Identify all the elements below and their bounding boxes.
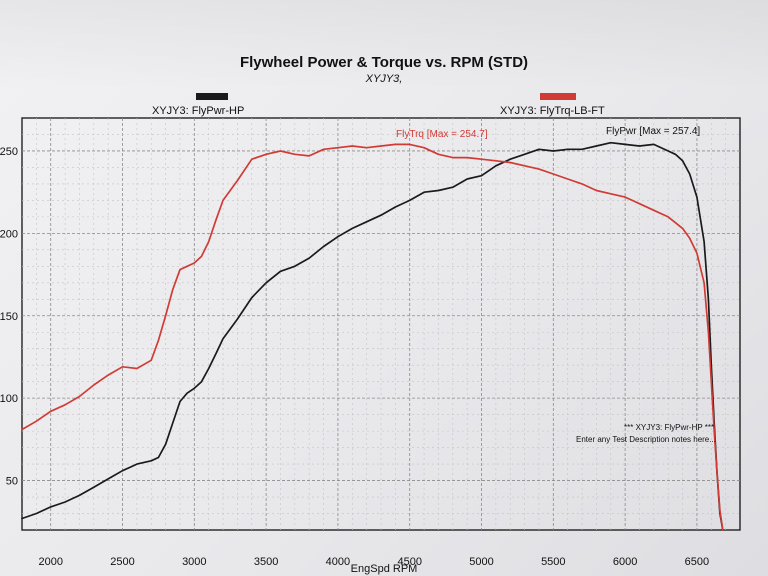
x-tick-label: 6000: [613, 556, 637, 568]
x-tick-label: 6500: [685, 556, 709, 568]
x-tick-label: 3000: [182, 556, 206, 568]
y-tick-label: 250: [0, 146, 18, 158]
chart-title: Flywheel Power & Torque vs. RPM (STD): [240, 54, 528, 71]
x-tick-label: 4000: [326, 556, 350, 568]
y-tick-label: 100: [0, 393, 18, 405]
x-tick-label: 5000: [469, 556, 493, 568]
y-tick-label: 150: [0, 311, 18, 323]
x-tick-label: 2500: [110, 556, 134, 568]
tick-labels: 2000 2500 3000 3500 4000 4500 5000 5500 6000 6500…: [0, 146, 709, 568]
legend-label-torque: XYJY3: FlyTrq-LB-FT: [500, 105, 605, 117]
x-tick-label: 3500: [254, 556, 278, 568]
y-tick-label: 200: [0, 228, 18, 240]
chart-subtitle: XYJY3,: [365, 73, 403, 85]
series-line-torque: [21, 143, 724, 531]
x-tick-label: 5500: [541, 556, 565, 568]
note-description: Enter any Test Description notes here...: [576, 435, 716, 444]
series-layer: [21, 141, 724, 531]
grid: [22, 118, 740, 530]
series-line-power: [21, 141, 724, 531]
note-series: *** XYJY3: FlyPwr-HP ***: [624, 423, 714, 432]
torque-max-annotation: FlyTrq [Max = 254.7]: [396, 129, 488, 140]
power-max-annotation: FlyPwr [Max = 257.4]: [606, 126, 700, 137]
x-tick-label: 2000: [38, 556, 62, 568]
x-axis-label: EngSpd RPM: [351, 563, 418, 575]
x-tick-label: 4500: [397, 556, 421, 568]
legend-swatch-torque: [540, 93, 576, 100]
legend-label-power: XYJY3: FlyPwr-HP: [152, 105, 244, 117]
y-tick-label: 50: [6, 476, 18, 488]
legend-swatch-power: [196, 93, 228, 100]
